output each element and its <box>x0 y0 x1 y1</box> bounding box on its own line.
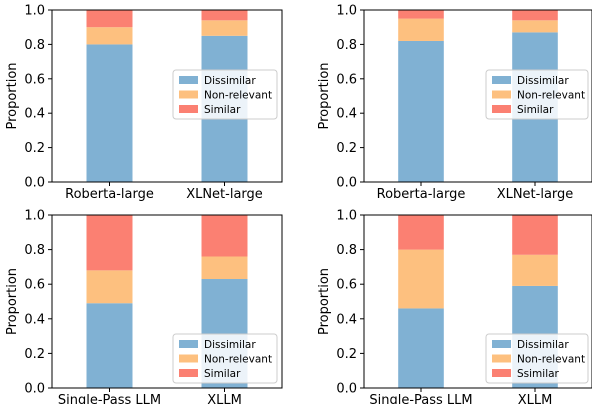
chart-panel-3: Single-Pass LLM XLLM 0.0 0.2 0.4 0.6 0.8 1.0 Pro… <box>5 209 283 404</box>
y-tick-label: 0.6 <box>24 72 45 87</box>
bar-segment-non-relevant-2 <box>512 254 558 286</box>
axes-frame <box>51 9 283 183</box>
legend-swatch <box>492 90 511 99</box>
axes-frame <box>363 214 592 389</box>
bar-segment-ssimilar-2 <box>512 215 558 255</box>
legend-label: Similar <box>204 104 241 116</box>
legend-label: Similar <box>517 104 554 116</box>
bar-segment-similar-1 <box>86 215 133 271</box>
legend-swatch <box>492 105 511 113</box>
legend-frame <box>485 69 589 120</box>
x-tick-label: XLLM <box>518 393 553 404</box>
x-tick-label: XLNet-large <box>497 187 574 202</box>
legend-swatch <box>179 354 198 363</box>
bar-segment-dissimilar-1 <box>86 303 133 388</box>
y-tick-label: 0.2 <box>24 347 45 362</box>
bar-segment-similar-2 <box>512 10 558 21</box>
bar-segment-non-relevant-1 <box>86 27 133 45</box>
legend-label: Ssimilar <box>517 368 560 380</box>
x-tick-label: Roberta-large <box>65 187 154 202</box>
bar-segment-non-relevant-2 <box>512 20 558 33</box>
legend-label: Non-relevant <box>204 90 272 102</box>
legend: Dissimilar Non-relevant Ssimilar <box>485 333 589 384</box>
bar-segment-dissimilar-1 <box>86 44 133 183</box>
legend-frame <box>172 333 278 384</box>
y-tick-label: 0.8 <box>336 38 357 53</box>
bar-segment-ssimilar-1 <box>398 215 444 250</box>
y-axis-label: Proportion <box>5 62 20 129</box>
y-tick-label: 0.2 <box>336 347 357 362</box>
legend-label: Non-relevant <box>517 354 585 366</box>
bar-segment-dissimilar-1 <box>398 40 444 183</box>
legend-swatch <box>492 354 511 363</box>
legend-label: Dissimilar <box>517 339 569 351</box>
y-tick-label: 0.2 <box>336 141 357 156</box>
legend-frame <box>172 69 278 120</box>
legend-swatch <box>179 340 198 348</box>
axes-frame <box>51 214 283 389</box>
axes-frame <box>363 9 592 183</box>
legend-label: Dissimilar <box>517 75 569 87</box>
x-tick-label: Single-Pass LLM <box>58 393 161 404</box>
x-tick-label: XLLM <box>207 393 242 404</box>
bar-segment-similar-1 <box>398 10 444 19</box>
y-tick-label: 1.0 <box>24 209 45 224</box>
y-tick-label: 0.0 <box>336 382 357 397</box>
y-tick-label: 0.0 <box>24 176 45 191</box>
legend-swatch <box>492 76 511 84</box>
bar-segment-similar-2 <box>201 10 248 21</box>
y-tick-label: 0.6 <box>336 278 357 293</box>
legend: Dissimilar Non-relevant Similar <box>172 333 278 384</box>
legend-label: Similar <box>204 368 241 380</box>
y-tick-label: 0.2 <box>24 141 45 156</box>
y-tick-label: 0.4 <box>336 107 357 122</box>
legend-frame <box>485 333 589 384</box>
legend-label: Dissimilar <box>204 339 256 351</box>
legend-swatch <box>179 369 198 377</box>
legend-label: Dissimilar <box>204 75 256 87</box>
y-tick-label: 0.4 <box>24 107 45 122</box>
y-tick-label: 1.0 <box>336 209 357 224</box>
y-tick-label: 0.6 <box>24 278 45 293</box>
legend: Dissimilar Non-relevant Similar <box>172 69 278 120</box>
y-tick-label: 0.0 <box>336 176 357 191</box>
x-tick-label: Single-Pass LLM <box>369 393 472 404</box>
y-axis-label: Proportion <box>5 268 20 335</box>
x-tick-label: Roberta-large <box>377 187 466 202</box>
bar-segment-dissimilar-1 <box>398 308 444 388</box>
legend-swatch <box>179 105 198 113</box>
legend-swatch <box>492 340 511 348</box>
legend-label: Non-relevant <box>204 354 272 366</box>
y-tick-label: 0.8 <box>24 38 45 53</box>
bar-segment-similar-2 <box>201 215 248 257</box>
y-axis-label: Proportion <box>317 268 332 335</box>
chart-panel-2: Roberta-large XLNet-large 0.0 0.2 0.4 0.6 0.8 1… <box>317 4 592 202</box>
legend-swatch <box>179 76 198 84</box>
y-axis-label: Proportion <box>317 62 332 129</box>
y-tick-label: 0.0 <box>24 382 45 397</box>
y-tick-label: 0.4 <box>24 312 45 327</box>
bar-segment-similar-1 <box>86 10 133 28</box>
x-tick-label: XLNet-large <box>186 187 263 202</box>
bar-segment-non-relevant-1 <box>86 270 133 304</box>
y-tick-label: 0.8 <box>24 243 45 258</box>
bar-segment-non-relevant-1 <box>398 249 444 309</box>
chart-panel-4: Single-Pass LLM XLLM 0.0 0.2 0.4 0.6 0.8 1.0 Pro… <box>317 209 592 404</box>
legend: Dissimilar Non-relevant Similar <box>485 69 589 120</box>
y-tick-label: 0.8 <box>336 243 357 258</box>
bar-segment-non-relevant-2 <box>201 256 248 280</box>
y-tick-label: 1.0 <box>336 4 357 19</box>
legend-label: Non-relevant <box>517 90 585 102</box>
y-tick-label: 0.4 <box>336 312 357 327</box>
legend-swatch <box>492 369 511 377</box>
y-tick-label: 1.0 <box>24 4 45 19</box>
chart-panel-1: Roberta-large XLNet-large 0.0 0.2 0.4 0.6 0.8 1… <box>5 4 283 202</box>
bar-segment-non-relevant-2 <box>201 20 248 36</box>
y-tick-label: 0.6 <box>336 72 357 87</box>
bar-segment-non-relevant-1 <box>398 18 444 41</box>
legend-swatch <box>179 90 198 99</box>
